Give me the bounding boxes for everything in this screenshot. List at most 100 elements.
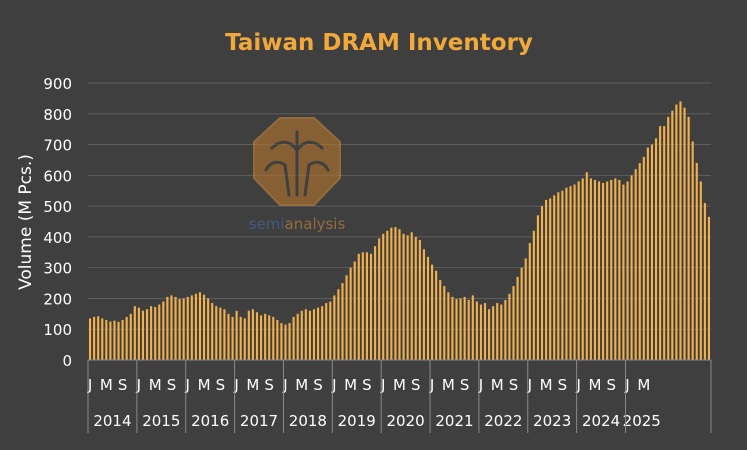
bar bbox=[422, 249, 425, 360]
bar bbox=[597, 181, 601, 360]
bar bbox=[150, 306, 153, 360]
bar bbox=[545, 199, 548, 360]
bar bbox=[691, 141, 694, 360]
x-month-label: S bbox=[313, 376, 323, 394]
bar bbox=[569, 186, 572, 360]
bar bbox=[162, 301, 165, 360]
bar bbox=[312, 309, 316, 360]
bar bbox=[659, 126, 662, 360]
x-month-label: S bbox=[362, 376, 372, 394]
x-month-label: S bbox=[118, 376, 128, 394]
bar bbox=[109, 321, 112, 360]
tree-icon bbox=[264, 130, 330, 197]
bar bbox=[593, 179, 597, 360]
bar bbox=[667, 116, 670, 360]
bar bbox=[614, 178, 617, 360]
chart-title: Taiwan DRAM Inventory bbox=[225, 30, 533, 56]
bar bbox=[451, 296, 454, 360]
bar bbox=[158, 304, 161, 360]
x-month-label: J bbox=[331, 376, 336, 394]
x-year-label: 2015 bbox=[142, 412, 180, 430]
bar bbox=[532, 230, 535, 360]
bar bbox=[190, 295, 193, 360]
bar bbox=[337, 289, 340, 360]
y-tick-label: 700 bbox=[43, 137, 72, 155]
y-axis-ticks: 0 100 200 300 400 500 600 700 800 900 bbox=[43, 75, 72, 370]
bar bbox=[97, 316, 100, 360]
bar bbox=[194, 293, 197, 360]
bar bbox=[272, 316, 275, 360]
bar bbox=[369, 253, 373, 360]
bar bbox=[121, 319, 124, 360]
y-tick-label: 400 bbox=[43, 229, 72, 247]
bar bbox=[137, 307, 140, 360]
bar bbox=[581, 178, 584, 360]
bar bbox=[296, 313, 299, 360]
bar bbox=[610, 179, 613, 360]
bar bbox=[488, 309, 491, 360]
bar bbox=[418, 239, 421, 360]
bar bbox=[459, 298, 462, 360]
y-tick-label: 800 bbox=[43, 106, 72, 124]
x-month-label: J bbox=[87, 376, 92, 394]
bar bbox=[540, 206, 544, 360]
bar bbox=[414, 236, 417, 360]
x-month-label: M bbox=[491, 376, 504, 394]
bar bbox=[231, 316, 234, 360]
bar bbox=[219, 307, 222, 360]
x-month-label: S bbox=[558, 376, 568, 394]
bar bbox=[402, 233, 405, 360]
bar bbox=[93, 316, 96, 360]
bar bbox=[504, 299, 507, 360]
bar bbox=[223, 309, 226, 360]
bar bbox=[145, 309, 149, 360]
bar bbox=[549, 198, 552, 360]
x-month-label: S bbox=[460, 376, 470, 394]
bar bbox=[585, 172, 588, 360]
bar bbox=[117, 321, 120, 360]
bar bbox=[382, 233, 385, 360]
x-year-label: 2025 bbox=[623, 412, 661, 430]
bar bbox=[410, 232, 413, 360]
x-month-label: J bbox=[282, 376, 287, 394]
x-month-label: J bbox=[478, 376, 483, 394]
x-year-label: 2017 bbox=[240, 412, 278, 430]
x-year-label: 2020 bbox=[387, 412, 425, 430]
bar bbox=[280, 323, 283, 360]
bar bbox=[235, 310, 238, 360]
bar bbox=[276, 319, 279, 360]
y-tick-label: 100 bbox=[43, 321, 72, 339]
bar bbox=[125, 316, 128, 360]
bar bbox=[333, 295, 336, 360]
x-year-label: 2016 bbox=[191, 412, 229, 430]
x-year-label: 2024 bbox=[582, 412, 620, 430]
bar bbox=[654, 138, 658, 360]
bar bbox=[390, 227, 393, 360]
bar bbox=[178, 299, 181, 360]
bar bbox=[699, 181, 702, 360]
x-month-label: M bbox=[637, 376, 650, 394]
x-month-label: M bbox=[588, 376, 601, 394]
bar bbox=[255, 312, 259, 360]
bar bbox=[227, 313, 230, 360]
bar bbox=[198, 292, 202, 360]
x-month-label: M bbox=[198, 376, 211, 394]
bar bbox=[288, 323, 291, 360]
bar bbox=[528, 243, 531, 360]
x-month-label: M bbox=[393, 376, 406, 394]
bar bbox=[479, 304, 482, 360]
x-month-label: S bbox=[216, 376, 226, 394]
bar bbox=[341, 283, 344, 360]
bar bbox=[512, 286, 515, 360]
bar bbox=[308, 310, 311, 360]
bar bbox=[455, 299, 458, 360]
x-month-label: J bbox=[624, 376, 629, 394]
bar bbox=[101, 318, 104, 360]
bar bbox=[573, 184, 576, 360]
bar bbox=[431, 264, 434, 360]
bar bbox=[565, 187, 568, 360]
bar bbox=[353, 261, 356, 360]
